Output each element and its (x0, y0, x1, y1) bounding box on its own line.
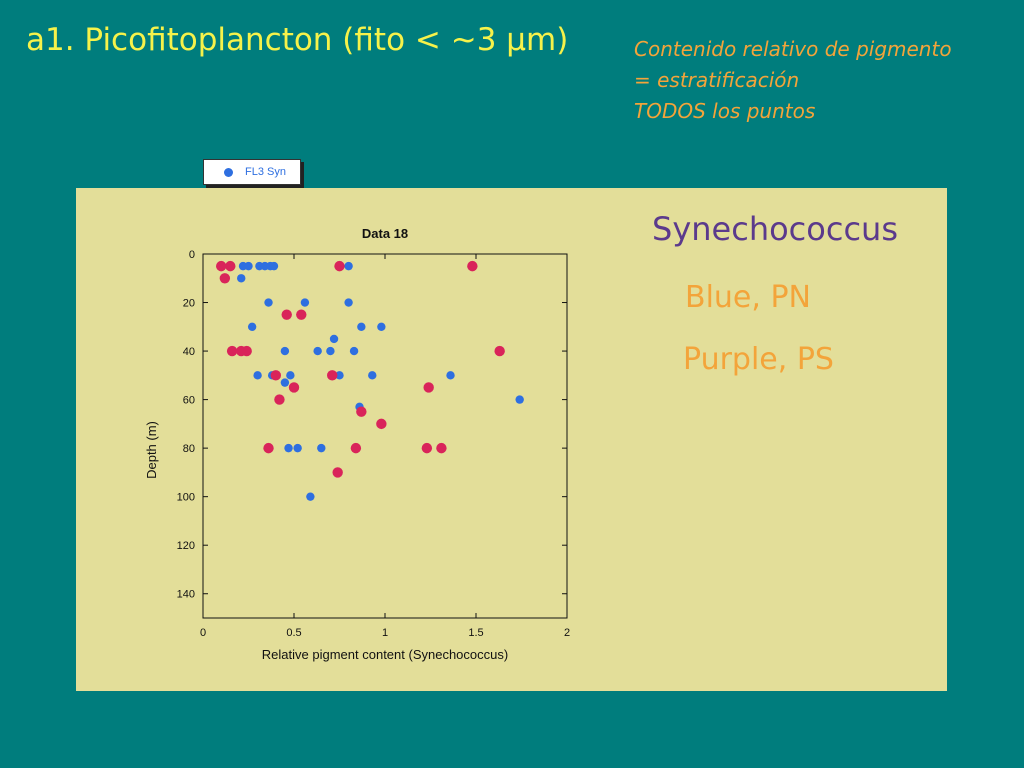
slide-title: a1. Picofitoplancton (fito < ~3 μm) (26, 22, 569, 58)
blue-data-point (293, 443, 302, 453)
blue-data-point (329, 334, 339, 344)
blue-data-point (306, 492, 315, 501)
blue-data-point (244, 261, 253, 271)
legend-dot-icon (224, 167, 233, 177)
note-line-3: TODOS los puntos (634, 99, 816, 123)
purple-data-point (494, 345, 505, 357)
x-tick-label: 0.5 (286, 627, 301, 639)
blue-data-point (344, 298, 353, 307)
purple-data-point (421, 442, 433, 454)
blue-data-point (368, 371, 377, 380)
y-tick-label: 140 (177, 589, 195, 601)
blue-data-point (269, 261, 279, 271)
blue-data-point (335, 371, 344, 380)
blue-data-point (349, 346, 359, 356)
chart-panel: Data 18 0 0.5 1 1.5 2 0 20 40 60 80 100 120 140 Rel… (76, 188, 947, 691)
side-title: Synechococcus (652, 210, 898, 248)
blue-data-point (357, 322, 366, 331)
purple-data-point (356, 406, 367, 417)
purple-data-point (467, 260, 478, 272)
scatter-chart: Data 18 0 0.5 1 1.5 2 0 20 40 60 80 100 120 140 Rel… (144, 226, 570, 662)
blue-data-point (284, 443, 293, 453)
y-axis-label: Depth (m) (144, 421, 159, 479)
purple-data-point (226, 345, 238, 357)
y-tick-label: 100 (177, 492, 195, 504)
y-tick-label: 20 (183, 298, 195, 310)
y-tick-label: 80 (183, 443, 195, 455)
purple-data-point (281, 309, 292, 320)
purple-data-point (288, 382, 300, 393)
purple-data-point (423, 382, 434, 393)
plot-frame (202, 253, 568, 619)
purple-data-point (332, 467, 343, 478)
slide-note: Contenido relativo de pigmento = estrati… (634, 34, 952, 127)
x-tick-label: 1 (382, 627, 388, 639)
x-axis-label: Relative pigment content (Synechococcus) (262, 647, 508, 662)
purple-data-point (350, 442, 362, 454)
purple-data-point (225, 260, 236, 272)
purple-data-point (274, 394, 285, 405)
purple-data-point (219, 273, 231, 284)
side-purple-label: Purple, PS (683, 342, 834, 377)
blue-data-point (377, 322, 386, 331)
note-line-1: Contenido relativo de pigmento (634, 37, 952, 61)
chart-legend: FL3 Syn (203, 159, 301, 185)
purple-data-point (270, 370, 281, 381)
blue-data-point (247, 322, 257, 331)
purple-data-point (334, 260, 345, 272)
y-axis: 0 20 40 60 80 100 120 140 (177, 249, 567, 601)
legend-label: FL3 Syn (245, 166, 286, 178)
purple-data-point (241, 345, 252, 357)
side-blue-label: Blue, PN (685, 280, 811, 315)
blue-data-point (317, 443, 326, 453)
blue-data-point (280, 346, 290, 356)
purple-data-point (216, 260, 227, 272)
purple-data-point (296, 309, 307, 320)
x-tick-label: 0 (200, 627, 206, 639)
blue-data-point (446, 371, 455, 380)
purple-data-point (436, 442, 447, 454)
data-points (216, 260, 524, 501)
chart-title: Data 18 (362, 226, 408, 241)
blue-data-point (286, 371, 295, 380)
blue-data-point (326, 346, 335, 356)
note-line-2: = estratificación (634, 68, 800, 92)
x-axis: 0 0.5 1 1.5 2 (200, 254, 570, 639)
x-tick-label: 1.5 (468, 627, 483, 639)
blue-data-point (515, 395, 524, 404)
purple-data-point (327, 370, 338, 381)
x-tick-label: 2 (564, 627, 570, 639)
blue-data-point (237, 274, 246, 283)
blue-data-point (300, 298, 310, 307)
blue-data-point (253, 371, 262, 380)
y-tick-label: 0 (189, 249, 195, 261)
y-tick-label: 40 (183, 346, 195, 358)
y-tick-label: 120 (177, 540, 195, 552)
blue-data-point (313, 346, 322, 356)
blue-data-point (264, 298, 273, 307)
purple-data-point (376, 418, 387, 430)
purple-data-point (263, 442, 274, 454)
y-tick-label: 60 (183, 395, 195, 407)
blue-data-point (344, 261, 353, 271)
blue-data-point (280, 378, 290, 387)
